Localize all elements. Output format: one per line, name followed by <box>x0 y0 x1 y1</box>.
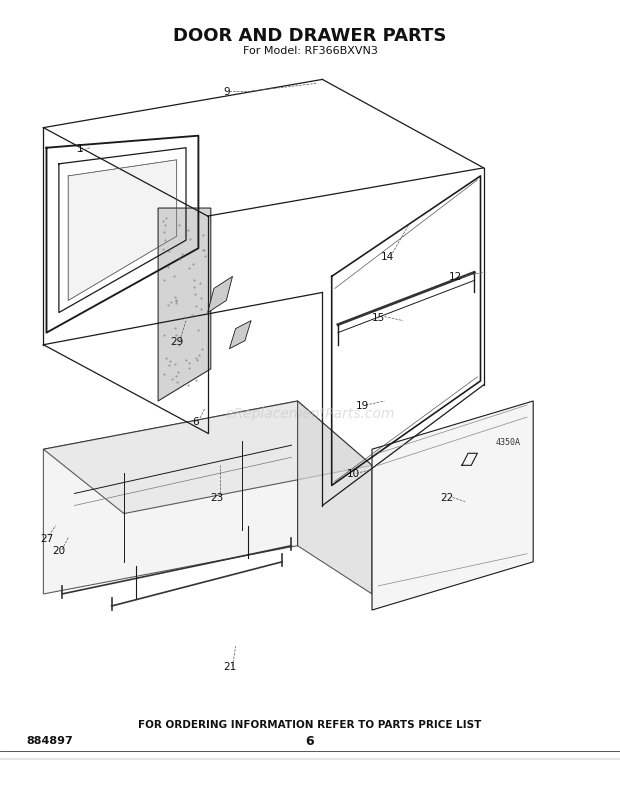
Text: 23: 23 <box>210 493 224 503</box>
Text: 4350A: 4350A <box>496 437 521 446</box>
Polygon shape <box>43 402 372 514</box>
Text: 22: 22 <box>440 493 453 503</box>
Polygon shape <box>43 402 298 594</box>
Text: 6: 6 <box>192 417 198 426</box>
Text: 14: 14 <box>381 252 394 262</box>
Text: 27: 27 <box>40 533 53 543</box>
Polygon shape <box>372 402 533 610</box>
Polygon shape <box>298 402 372 594</box>
Polygon shape <box>158 209 211 402</box>
Text: 10: 10 <box>347 469 360 479</box>
Text: 21: 21 <box>223 662 236 671</box>
Text: 15: 15 <box>371 312 385 322</box>
Text: 884897: 884897 <box>26 736 73 745</box>
Text: 12: 12 <box>449 272 463 282</box>
Text: 1: 1 <box>78 144 84 153</box>
Polygon shape <box>68 161 177 301</box>
Text: DOOR AND DRAWER PARTS: DOOR AND DRAWER PARTS <box>174 27 446 45</box>
Text: For Model: RF366BXVN3: For Model: RF366BXVN3 <box>242 46 378 55</box>
Polygon shape <box>462 454 477 466</box>
Text: 9: 9 <box>223 88 229 97</box>
Polygon shape <box>229 321 251 349</box>
Polygon shape <box>208 277 232 313</box>
Text: FOR ORDERING INFORMATION REFER TO PARTS PRICE LIST: FOR ORDERING INFORMATION REFER TO PARTS … <box>138 719 482 729</box>
Text: 20: 20 <box>52 545 66 555</box>
Text: 6: 6 <box>306 734 314 747</box>
Text: 19: 19 <box>356 401 370 410</box>
Text: eReplacementParts.com: eReplacementParts.com <box>225 406 395 421</box>
Text: 29: 29 <box>170 336 184 346</box>
